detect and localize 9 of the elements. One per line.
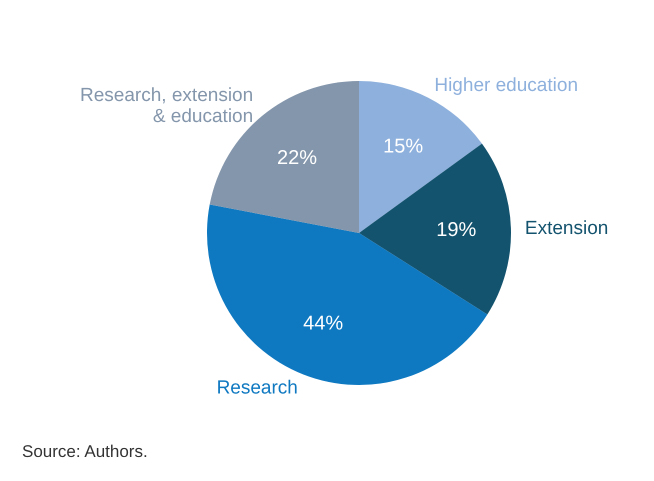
slice-label: Higher education: [434, 75, 578, 96]
slice-label: Research: [216, 377, 298, 398]
data-label: 22%: [276, 147, 318, 170]
data-label: 44%: [303, 312, 344, 334]
slice-label: Research, extension & education: [80, 85, 254, 128]
source-note: Source: Authors.: [22, 442, 148, 461]
data-label: 15%: [383, 135, 424, 158]
data-label: 19%: [436, 218, 476, 241]
slice-label: Extension: [524, 218, 608, 239]
